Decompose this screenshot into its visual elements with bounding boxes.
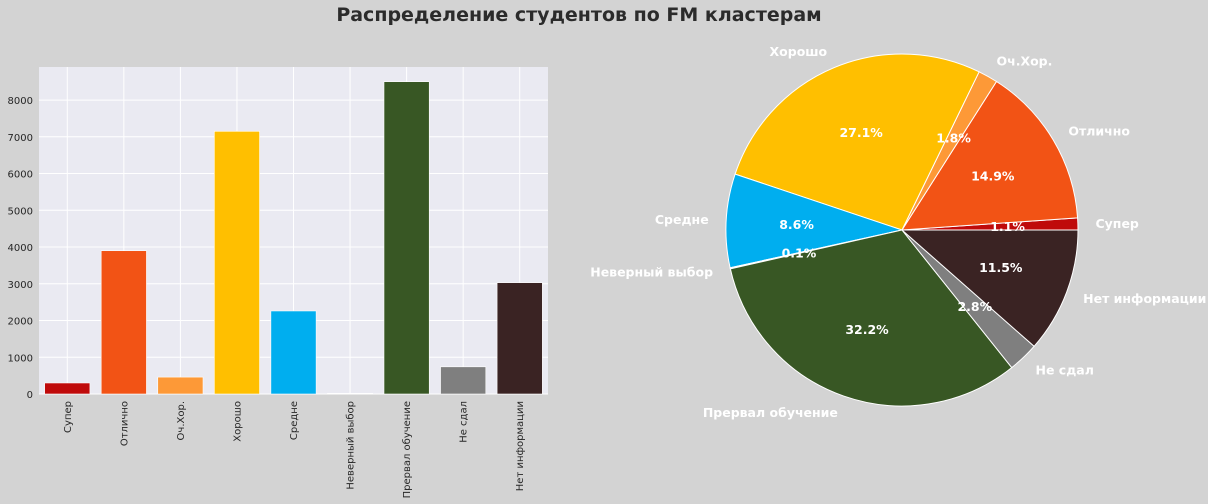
pie-category-label: Прервал обучение (703, 405, 838, 420)
pie-category-label: Супер (1095, 216, 1138, 231)
pie-category-label: Нет информации (1083, 291, 1206, 306)
pie-category-label: Оч.Хор. (997, 54, 1053, 69)
bar (496, 282, 543, 395)
pie-percent-label: 0.1% (782, 246, 817, 261)
pie-category-label: Не сдал (1036, 363, 1094, 378)
pie-slice (900, 229, 1079, 348)
pie-percent-label: 2.8% (957, 299, 992, 314)
pie-category-label: Неверный выбор (590, 265, 713, 280)
bar (270, 310, 317, 395)
x-tick-label: Супер (63, 401, 74, 433)
y-tick-label: 7000 (8, 133, 33, 144)
y-tick-label: 6000 (8, 170, 33, 181)
x-tick-label: Не сдал (459, 401, 470, 443)
x-tick-label: Прервал обучение (402, 401, 413, 498)
bar (44, 382, 91, 395)
y-tick-label: 1000 (8, 353, 33, 364)
pie-slice (725, 173, 904, 269)
y-tick-label: 2000 (8, 317, 33, 328)
bar (383, 81, 430, 395)
bar (157, 376, 204, 395)
pie-category-label: Хорошо (770, 44, 828, 59)
figure-title: Распределение студентов по FM кластерам (336, 4, 822, 26)
x-tick-label: Неверный выбор (346, 401, 357, 490)
x-tick-label: Оч.Хор. (176, 401, 187, 440)
pie-chart: 1.1% 14.9% 1.8% 27.1% 8.6% 0.1% 32.2% 2.8% 11.5%… (590, 44, 1206, 420)
y-tick-label: 4000 (8, 243, 33, 254)
pie-percent-label: 14.9% (971, 169, 1015, 184)
pie-percent-label: 1.8% (936, 130, 971, 145)
y-tick-label: 8000 (8, 96, 33, 107)
x-tick-label: Средне (289, 401, 300, 440)
pie-slice (734, 53, 980, 231)
bar (440, 366, 487, 395)
bar (214, 130, 260, 395)
pie-percent-label: 32.2% (845, 322, 889, 337)
pie-category-label: Отлично (1068, 124, 1130, 139)
x-tick-label: Отлично (119, 401, 130, 446)
y-tick-label: 5000 (8, 206, 33, 217)
pie-slice (729, 229, 1013, 407)
x-tick-label: Хорошо (232, 401, 243, 442)
pie-percent-label: 1.1% (990, 219, 1025, 234)
pie-percent-label: 27.1% (839, 125, 883, 140)
pie-slice (901, 80, 1079, 231)
pie-percent-label: 8.6% (779, 217, 814, 232)
pie-percent-label: 11.5% (979, 260, 1023, 275)
y-tick-label: 0 (27, 390, 33, 401)
bar-chart: 0 1000 2000 3000 4000 5000 6000 7000 8000 Супер От… (8, 67, 548, 498)
bar (100, 250, 147, 395)
bar (327, 392, 373, 395)
y-tick-label: 3000 (8, 280, 33, 291)
x-tick-label: Нет информации (515, 401, 526, 491)
pie-category-label: Средне (655, 212, 709, 227)
